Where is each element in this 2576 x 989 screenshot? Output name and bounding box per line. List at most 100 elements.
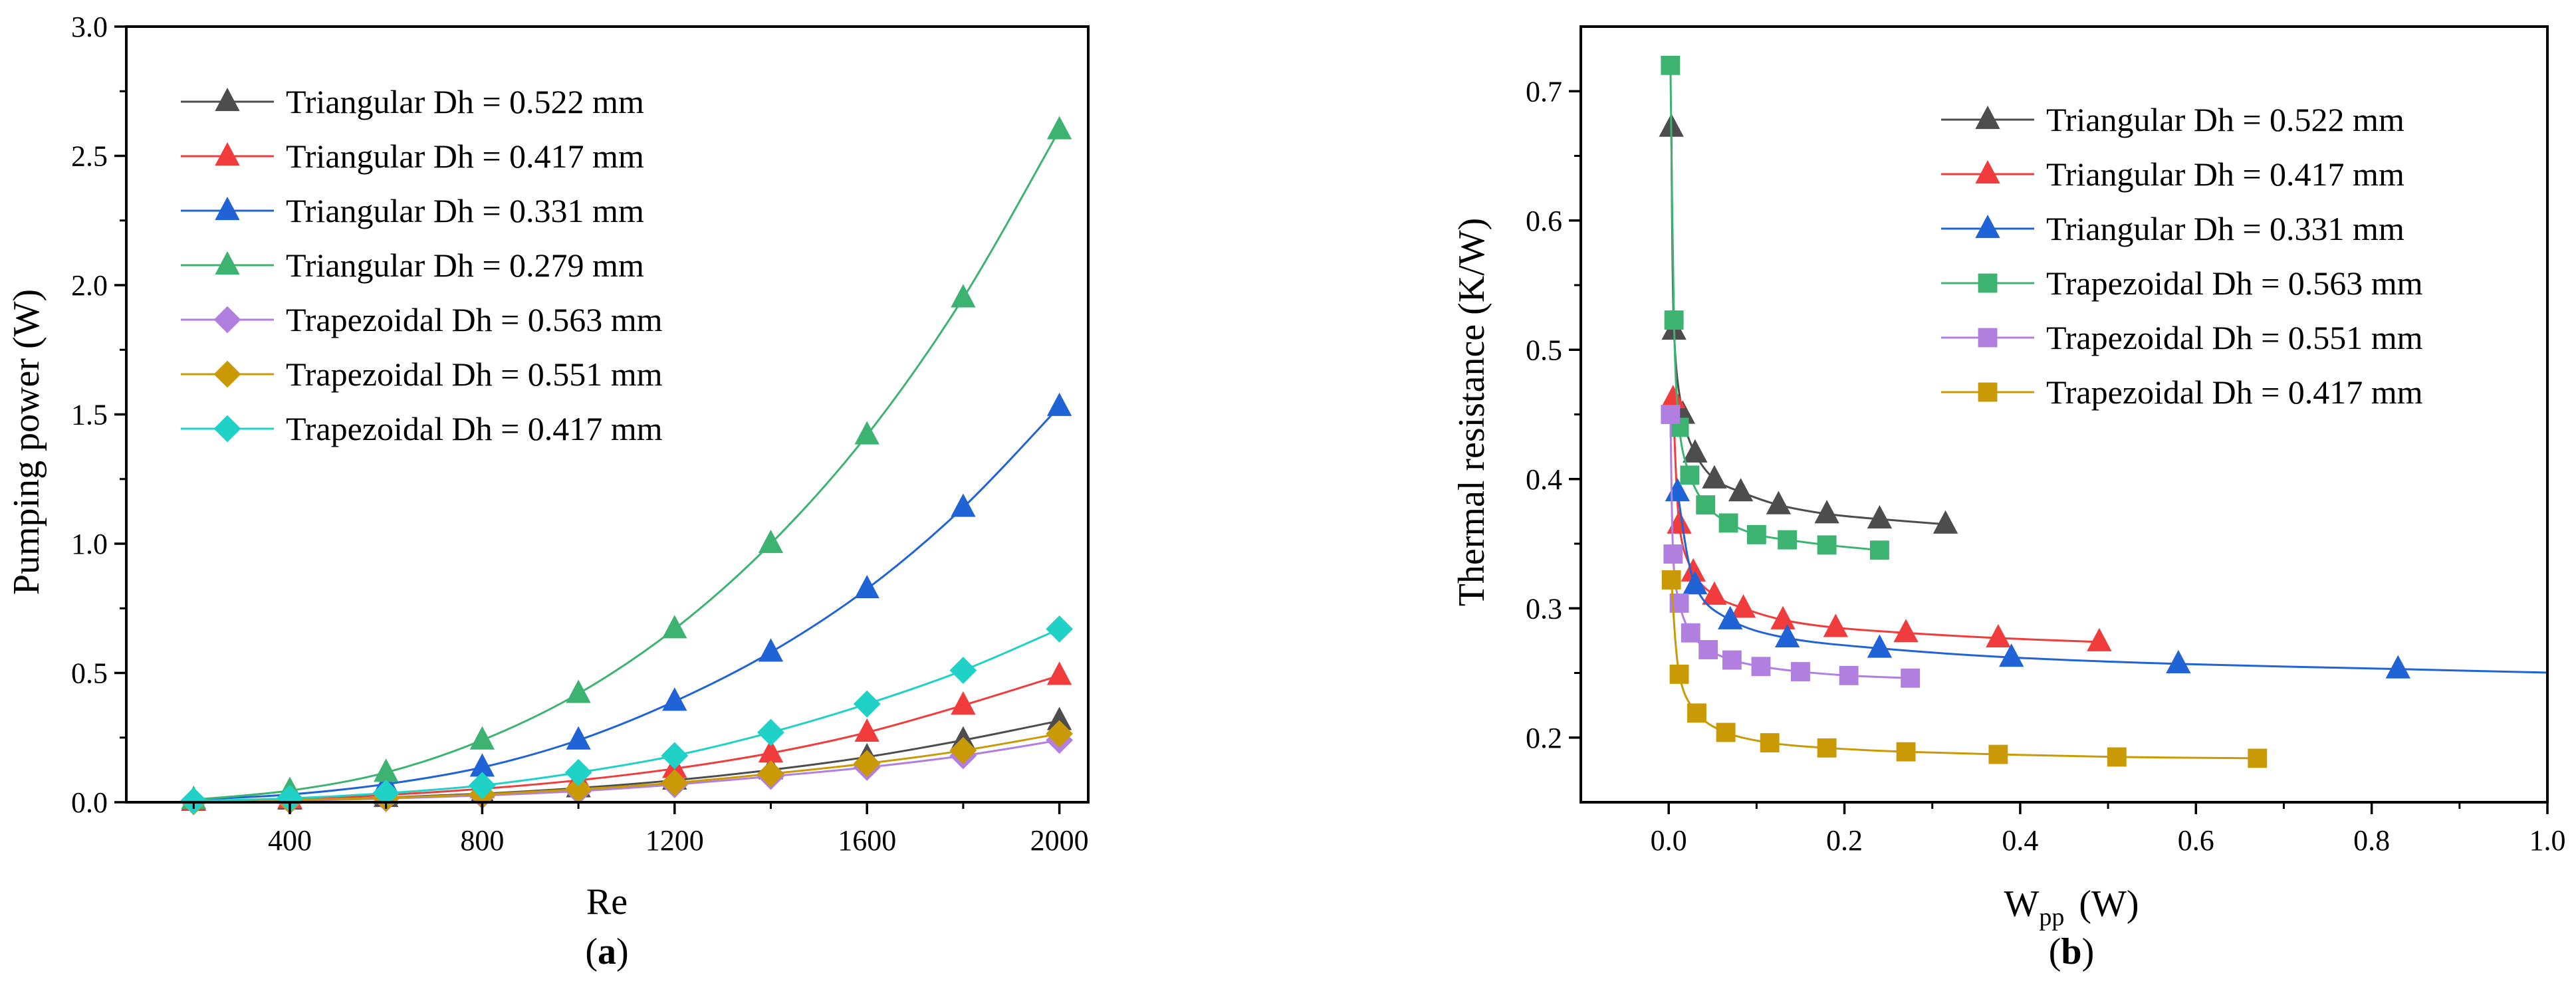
- panel-a-legend-marker: [213, 360, 241, 388]
- panel-a-y-tick-label: 2.0: [71, 269, 108, 302]
- panel-a-legend-item: Triangular Dh = 0.417 mm: [181, 138, 644, 175]
- panel-b-data-point: [1986, 623, 2011, 648]
- panel-b-x-label-unit: (W): [2079, 883, 2139, 925]
- panel-b-data-point: [1751, 657, 1771, 677]
- panel-b-legend-label: Trapezoidal Dh = 0.417 mm: [2046, 374, 2423, 411]
- panel-b-data-point: [1901, 668, 1921, 688]
- panel-a-data-point: [949, 736, 977, 764]
- panel-b-legend-marker: [1978, 273, 1998, 293]
- panel-a-ticks-layer: 400 800 1200 1600 2000 0.0 0.5 1.0 1.5 2.0 2.5 3.0: [71, 11, 1089, 857]
- panel-b-series-line: [1676, 491, 2547, 674]
- panel-a-data-point: [566, 679, 591, 703]
- panel-b-x-tick-label: 0.0: [1651, 824, 1687, 857]
- panel-a-data-point: [1046, 392, 1072, 416]
- panel-b-legend-item: Triangular Dh = 0.522 mm: [1941, 101, 2404, 138]
- panel-b-data-point: [1728, 478, 1754, 502]
- panel-a-series-triangular-dh-0-331-mm: [181, 392, 1072, 810]
- panel-a-y-tick-label: 2.5: [71, 140, 108, 173]
- panel-b-y-tick-label: 0.3: [1526, 592, 1562, 625]
- panel-b-data-point: [1823, 613, 1849, 637]
- panel-a-y-tick-label: 0.0: [71, 786, 108, 819]
- panel-a-legend-marker: [213, 415, 241, 443]
- panel-b-series-line: [1670, 127, 1946, 526]
- panel-b-data-point: [2087, 627, 2112, 651]
- panel-b-data-point: [1683, 439, 1708, 463]
- panel-a-data-point: [1046, 720, 1074, 748]
- panel-b-data-point: [1999, 643, 2024, 667]
- panel-a-legend-label: Trapezoidal Dh = 0.551 mm: [286, 356, 663, 393]
- panel-b-data-point: [2166, 649, 2191, 673]
- panel-b-series-layer: [1659, 55, 2547, 768]
- panel-a-legend-item: Trapezoidal Dh = 0.551 mm: [181, 356, 663, 393]
- panel-b-plot-frame: [1580, 25, 2549, 804]
- panel-b-legend-marker: [1978, 328, 1998, 348]
- panel-a-y-tick-label: 0.5: [71, 657, 108, 690]
- panel-b-data-point: [1778, 530, 1798, 550]
- panel-a-x-tick-label: 2000: [1030, 824, 1089, 857]
- panel-a-data-point: [854, 421, 879, 445]
- panel-a-series-line: [193, 732, 1060, 803]
- panel-b-legend-marker: [1975, 160, 2000, 184]
- panel-a-caption-letter: a: [598, 931, 616, 972]
- panel-b-data-point: [1680, 465, 1700, 485]
- panel-b-y-tick-label: 0.6: [1526, 205, 1562, 237]
- panel-b-data-point: [1683, 571, 1708, 595]
- panel-a-data-point: [951, 691, 976, 715]
- panel-a-y-tick-label: 3.0: [71, 11, 108, 43]
- panel-b-series-trapezoidal-dh-0-551-mm: [1661, 405, 1921, 688]
- panel-b-data-point: [1730, 594, 1756, 618]
- panel-b-series-trapezoidal-dh-0-417-mm: [1661, 570, 2268, 768]
- panel-b-data-point: [1667, 510, 1692, 534]
- panel-b-legend-label: Trapezoidal Dh = 0.563 mm: [2046, 265, 2423, 302]
- panel-b-legend-item: Trapezoidal Dh = 0.417 mm: [1941, 374, 2423, 411]
- panel-b-legend-item: Triangular Dh = 0.331 mm: [1941, 210, 2404, 247]
- panel-b-data-point: [1774, 623, 1800, 648]
- panel-b-x-label-subscript: pp: [2039, 903, 2064, 931]
- panel-a-series-line: [193, 129, 1060, 801]
- panel-b-x-tick-label: 0.4: [2002, 824, 2038, 857]
- panel-a-data-point: [662, 615, 687, 639]
- panel-b-data-point: [2107, 747, 2127, 767]
- panel-b-data-point: [1681, 623, 1700, 643]
- panel-b-data-point: [1661, 570, 1681, 590]
- panel-b-data-point: [1817, 738, 1837, 758]
- panel-b-data-point: [1766, 491, 1792, 514]
- panel-b-x-axis-label: Wpp (W): [2004, 883, 2139, 931]
- panel-a-data-point: [951, 284, 976, 308]
- panel-b-data-point: [1869, 540, 1889, 560]
- panel-b-data-point: [1893, 619, 1919, 643]
- panel-a-x-tick-label: 1600: [838, 824, 896, 857]
- panel-a-legend-label: Triangular Dh = 0.331 mm: [286, 192, 644, 229]
- panel-b-series-line: [1669, 65, 1880, 552]
- panel-a-y-tick-label: 1.5: [71, 399, 108, 431]
- panel-b-series-triangular-dh-0-417-mm: [1661, 385, 2112, 651]
- panel-b-legend-marker: [1975, 214, 2000, 239]
- panel-b-data-point: [1669, 665, 1689, 684]
- panel-b-data-point: [1867, 634, 1893, 658]
- panel-a-series-line: [193, 405, 1060, 801]
- panel-b-data-point: [1791, 662, 1810, 681]
- panel-a: 400 800 1200 1600 20000.00.51.01.52.02.53.0 …: [6, 11, 1090, 972]
- panel-b-data-point: [1661, 405, 1681, 424]
- panel-b-legend-item: Trapezoidal Dh = 0.551 mm: [1941, 319, 2423, 356]
- panel-b-y-axis-label: Thermal resistance (K/W): [1451, 218, 1492, 607]
- panel-a-series-line: [193, 627, 1060, 802]
- panel-a-legend-label: Trapezoidal Dh = 0.563 mm: [286, 301, 663, 338]
- panel-b-data-point: [1702, 581, 1727, 605]
- panel-b-data-point: [1722, 650, 1742, 670]
- panel-a-data-point: [949, 657, 977, 685]
- panel-b-y-tick-label: 0.7: [1526, 75, 1562, 108]
- panel-a-legend-label: Triangular Dh = 0.522 mm: [286, 83, 644, 120]
- panel-b-data-point: [1817, 535, 1837, 555]
- panel-b-data-point: [1746, 524, 1766, 544]
- panel-b-x-tick-label: 0.8: [2353, 824, 2390, 857]
- panel-b-x-tick-label: 0.6: [2178, 824, 2214, 857]
- panel-a-y-tick-label: 1.0: [71, 528, 108, 560]
- panel-a-data-point: [564, 758, 592, 786]
- panel-b-data-point: [1702, 465, 1727, 489]
- panel-b-legend: Triangular Dh = 0.522 mm Triangular Dh = …: [1941, 101, 2423, 411]
- panel-b-x-tick-label: 1.0: [2529, 824, 2566, 857]
- panel-b-data-point: [1661, 385, 1686, 409]
- panel-b: 0.0 0.2 0.4 0.6 0.8 1.0 0.2 0.3 0.4 0.5 0.6 0.7 Tri…: [1451, 25, 2566, 972]
- panel-a-x-axis-label: Re: [586, 881, 628, 923]
